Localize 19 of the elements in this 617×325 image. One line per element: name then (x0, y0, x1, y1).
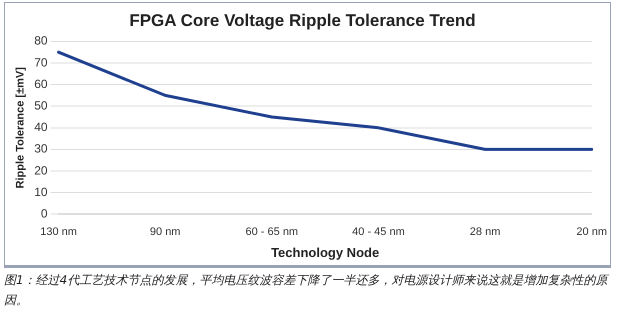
chart-title: FPGA Core Voltage Ripple Tolerance Trend (129, 10, 476, 30)
y-tick-label: 20 (34, 163, 48, 178)
x-axis-title: Technology Node (271, 244, 380, 260)
y-tick-label: 50 (34, 98, 48, 113)
x-tick-label: 20 nm (576, 226, 608, 238)
y-tick-label: 0 (40, 206, 48, 221)
y-axis-title: Ripple Tolerance [±mV] (14, 66, 27, 188)
y-tick-label: 30 (34, 142, 48, 156)
y-tick-label: 60 (34, 76, 48, 91)
x-tick-label: 130 nm (40, 226, 77, 238)
x-tick-label: 60 - 65 nm (246, 226, 298, 238)
y-tick-label: 80 (34, 34, 48, 48)
y-tick-label: 10 (34, 184, 48, 199)
x-tick-label: 28 nm (470, 226, 500, 238)
x-tick-label: 40 - 45 nm (352, 226, 405, 238)
y-tick-label: 40 (34, 120, 48, 134)
x-tick-label: 90 nm (150, 226, 180, 238)
y-tick-label: 70 (34, 55, 48, 70)
caption: 图1：经过4代工艺技术节点的发展，平均电压纹波容差下降了一半还多，对电源设计师来说这就是增加复杂性的原因。 (4, 272, 610, 309)
